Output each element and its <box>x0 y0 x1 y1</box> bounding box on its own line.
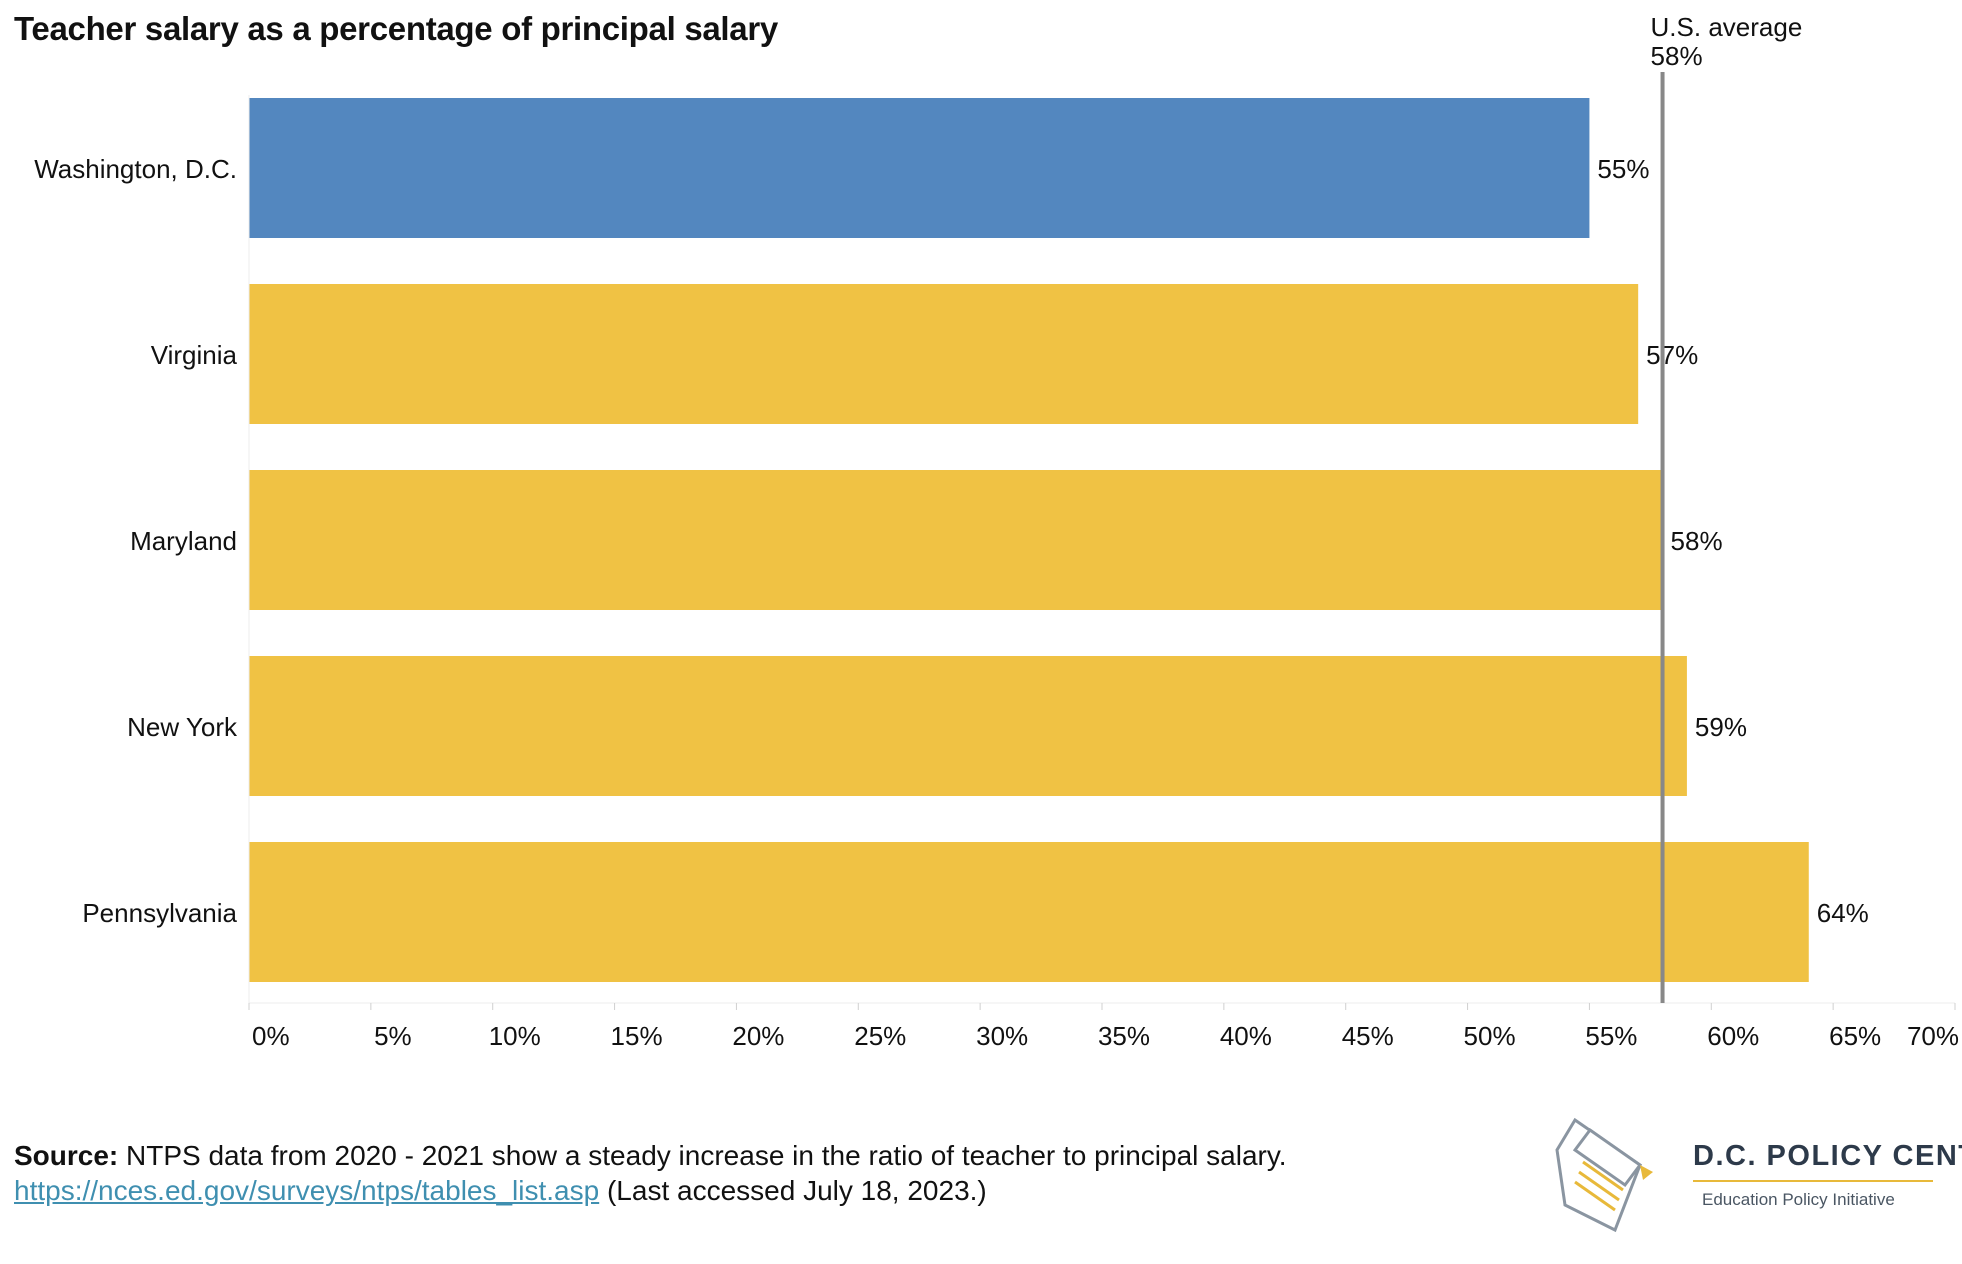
category-label: Pennsylvania <box>82 898 237 928</box>
source-link[interactable]: https://nces.ed.gov/surveys/ntps/tables_… <box>14 1175 600 1206</box>
x-tick-label: 55% <box>1585 1021 1637 1051</box>
x-tick-label: 5% <box>374 1021 412 1051</box>
x-tick-label: 35% <box>1098 1021 1150 1051</box>
value-label: 59% <box>1695 712 1747 742</box>
x-tick-label: 15% <box>611 1021 663 1051</box>
source-label: Source: <box>14 1140 119 1171</box>
value-label: 58% <box>1671 526 1723 556</box>
category-label: Washington, D.C. <box>34 154 237 184</box>
x-tick-label: 65% <box>1829 1021 1881 1051</box>
bar <box>249 470 1663 610</box>
category-label: Maryland <box>130 526 237 556</box>
logo-subtitle: Education Policy Initiative <box>1702 1190 1895 1209</box>
bar <box>249 284 1639 424</box>
source-line: Source: NTPS data from 2020 - 2021 show … <box>14 1138 1287 1173</box>
link-line: https://nces.ed.gov/surveys/ntps/tables_… <box>14 1173 1287 1208</box>
chart-title: Teacher salary as a percentage of princi… <box>14 10 778 47</box>
logo-name: D.C. POLICY CENTER <box>1693 1140 1962 1172</box>
x-tick-label: 25% <box>854 1021 906 1051</box>
x-tick-label: 45% <box>1342 1021 1394 1051</box>
bar <box>249 98 1590 238</box>
x-tick-label: 60% <box>1707 1021 1759 1051</box>
x-tick-label: 30% <box>976 1021 1028 1051</box>
x-tick-label: 40% <box>1220 1021 1272 1051</box>
x-axis: 0% 5% 10% 15% 20% 25% 30% 35% 40% 45% 50% 55% 60% 65%… <box>248 95 1959 1051</box>
category-label: New York <box>127 712 238 742</box>
bar <box>249 842 1809 982</box>
x-tick-label: 0% <box>252 1021 290 1051</box>
dc-map-pencil-icon <box>1555 1117 1653 1233</box>
bars-layer <box>249 98 1809 982</box>
x-tick-label: 20% <box>732 1021 784 1051</box>
reference-label: U.S. average <box>1651 12 1803 42</box>
accessed-text: (Last accessed July 18, 2023.) <box>599 1175 987 1206</box>
labels-layer: Washington, D.C. 55% Virginia 57% Maryland 58… <box>34 154 1869 928</box>
x-tick-label: 50% <box>1464 1021 1516 1051</box>
logo-divider <box>1693 1180 1933 1182</box>
category-label: Virginia <box>151 340 238 370</box>
bar-chart: Washington, D.C. 55% Virginia 57% Maryland 58… <box>34 12 1959 1051</box>
footer-note: Source: NTPS data from 2020 - 2021 show … <box>14 1138 1287 1208</box>
value-label: 57% <box>1646 340 1698 370</box>
bar <box>249 656 1687 796</box>
source-text: NTPS data from 2020 - 2021 show a steady… <box>118 1140 1287 1171</box>
value-label: 64% <box>1817 898 1869 928</box>
x-tick-label: 70% <box>1907 1021 1959 1051</box>
value-label: 55% <box>1597 154 1649 184</box>
logo: D.C. POLICY CENTER Education Policy Init… <box>1545 1110 1962 1235</box>
x-tick-label: 10% <box>489 1021 541 1051</box>
reference-value-label: 58% <box>1651 41 1703 71</box>
